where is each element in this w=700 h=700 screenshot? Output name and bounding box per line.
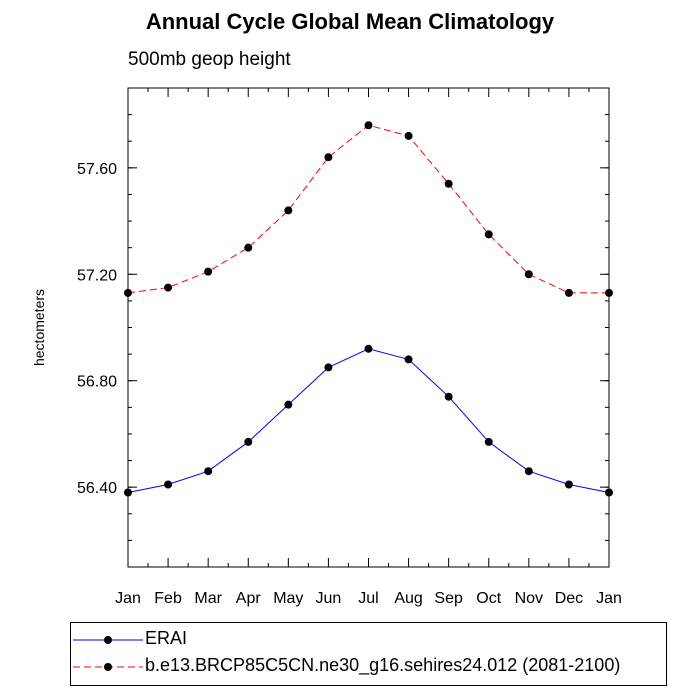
data-point-s1-2	[204, 267, 213, 276]
data-point-s1-11	[564, 288, 573, 297]
data-point-s0-11	[564, 480, 573, 489]
data-point-s0-12	[605, 488, 613, 497]
x-tick-label: Jan	[115, 590, 141, 607]
y-tick-label: 56.40	[77, 480, 117, 497]
data-point-s0-2	[204, 467, 213, 476]
chart-title: Annual Cycle Global Mean Climatology	[145, 9, 555, 34]
series-line-1	[127, 124, 609, 294]
data-point-s0-3	[244, 437, 253, 446]
x-tick-label: Jul	[358, 590, 378, 607]
x-tick-label: Feb	[154, 590, 182, 607]
data-point-s1-3	[244, 243, 253, 252]
x-tick-label: Nov	[515, 590, 543, 607]
data-point-s1-12	[605, 288, 613, 297]
data-point-s1-6	[364, 121, 373, 130]
data-point-s1-1	[164, 283, 173, 292]
data-point-s1-4	[284, 206, 293, 215]
y-tick-label: 57.60	[77, 161, 117, 178]
data-point-s0-5	[324, 363, 333, 372]
x-tick-label: Oct	[476, 590, 501, 607]
x-tick-label: Mar	[194, 590, 222, 607]
chart-subtitle: 500mb geop height	[128, 49, 291, 70]
series-line-0	[127, 348, 610, 493]
y-axis-label: hectometers	[31, 289, 47, 366]
data-point-s0-10	[524, 467, 533, 476]
x-tick-label: Aug	[394, 590, 422, 607]
y-tick-label: 57.20	[77, 267, 117, 284]
x-tick-label: Jun	[316, 590, 342, 607]
x-tick-label: Apr	[236, 590, 262, 607]
data-point-s1-0	[124, 288, 132, 297]
data-point-s1-10	[524, 270, 533, 279]
plot-frame	[127, 87, 610, 568]
data-point-s0-4	[284, 400, 293, 409]
legend: ERAI b.e13.BRCP85C5CN.ne30_g16.sehires24…	[70, 622, 667, 686]
data-point-s1-5	[324, 153, 333, 162]
data-point-s0-8	[444, 392, 453, 401]
y-tick-label: 56.80	[77, 374, 117, 391]
legend-item-model: b.e13.BRCP85C5CN.ne30_g16.sehires24.012 …	[71, 653, 666, 681]
legend-item-erai: ERAI	[71, 626, 666, 654]
data-point-s0-0	[124, 488, 132, 497]
data-point-s1-8	[444, 179, 453, 188]
legend-swatch-model	[73, 663, 143, 671]
x-tick-label: Dec	[555, 590, 583, 607]
data-point-s1-9	[484, 230, 493, 239]
data-point-s0-9	[484, 437, 493, 446]
legend-label-model: b.e13.BRCP85C5CN.ne30_g16.sehires24.012 …	[145, 655, 621, 675]
data-point-s0-6	[364, 344, 373, 353]
x-tick-label: Jan	[596, 590, 622, 607]
data-point-s1-7	[404, 131, 413, 140]
legend-label-erai: ERAI	[145, 628, 188, 648]
x-tick-label: May	[273, 590, 303, 607]
legend-swatch-erai	[73, 636, 143, 644]
data-point-s0-1	[164, 480, 173, 489]
data-point-s0-7	[404, 355, 413, 364]
x-tick-label: Sep	[434, 590, 463, 607]
